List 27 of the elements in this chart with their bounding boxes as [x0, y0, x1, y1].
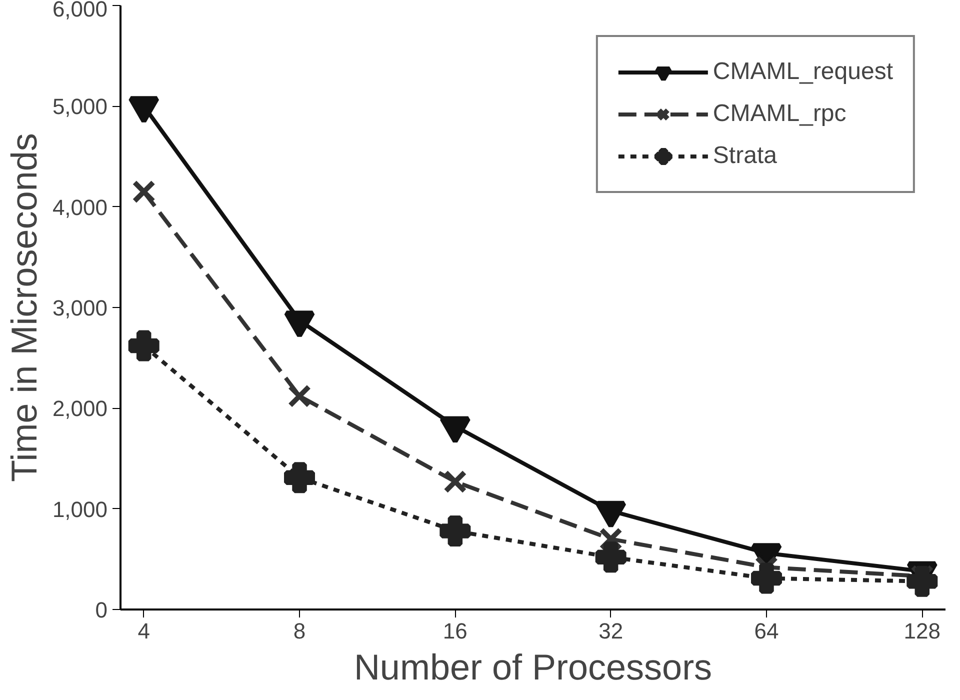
x-tick-label: 64	[754, 618, 779, 644]
x-tick-label: 8	[293, 618, 306, 644]
point	[132, 180, 156, 204]
legend-label: CMAML_rpc	[712, 100, 846, 128]
y-tick-label: 0	[95, 598, 108, 622]
y-axis-title: Time in Microseconds	[3, 133, 44, 482]
legend-label: CMAML_request	[712, 58, 893, 86]
x-tick-label: 128	[904, 618, 941, 644]
x-tick-label: 4	[138, 618, 150, 644]
point	[595, 542, 626, 573]
point	[440, 515, 471, 546]
point	[288, 384, 312, 408]
x-tick-label: 16	[442, 618, 468, 644]
y-tick-label: 2,000	[52, 396, 108, 422]
y-tick-label: 6,000	[52, 0, 108, 22]
y-tick-label: 1,000	[52, 496, 108, 522]
y-tick-label: 5,000	[52, 94, 108, 120]
point	[750, 562, 782, 594]
x-tick-label: 32	[598, 618, 624, 644]
point	[906, 566, 938, 597]
y-tick-label: 4,000	[52, 194, 108, 220]
point	[128, 330, 160, 362]
point	[443, 470, 467, 494]
y-tick-label: 3,000	[52, 296, 108, 320]
x-axis-title: Number of Processors	[354, 646, 712, 688]
point	[284, 462, 316, 494]
legend-label: Strata	[712, 142, 777, 170]
